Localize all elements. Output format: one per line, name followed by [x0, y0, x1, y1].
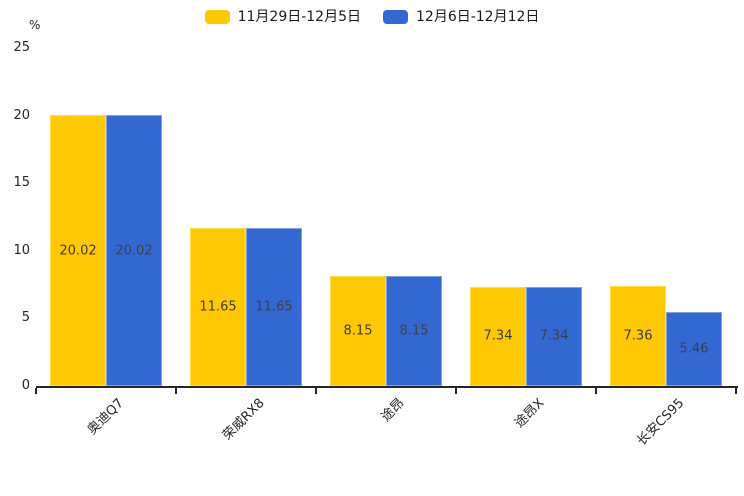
x-category-label-长安CS95: 长安CS95: [634, 395, 688, 449]
x-axis-tick: [175, 388, 177, 394]
bar-value-label: 8.15: [399, 323, 429, 339]
legend-swatch-yellow: [204, 10, 230, 24]
y-tick-label-25: 25: [13, 40, 30, 55]
bar-奥迪Q7-series1[interactable]: 20.02: [50, 115, 106, 386]
legend-item-week1[interactable]: 11月29日-12月5日: [204, 8, 361, 26]
bar-长安CS95-series2[interactable]: 5.46: [666, 312, 722, 386]
legend-label-week1: 11月29日-12月5日: [237, 9, 361, 25]
x-category-label-荣威RX8: 荣威RX8: [219, 395, 268, 444]
bar-途昂-series2[interactable]: 8.15: [386, 275, 442, 386]
x-category-label-奥迪Q7: 奥迪Q7: [85, 395, 128, 438]
y-tick-label-20: 20: [13, 107, 30, 123]
x-axis-tick: [455, 388, 457, 394]
legend-swatch-blue: [383, 10, 408, 24]
bar-value-label: 7.34: [483, 328, 513, 344]
x-category-label-途昂: 途昂: [378, 395, 408, 425]
x-axis-tick: [35, 388, 37, 394]
bar-荣威RX8-series2[interactable]: 11.65: [246, 228, 302, 386]
bar-value-label: 20.02: [115, 243, 153, 259]
bar-途昂X-series1[interactable]: 7.34: [470, 286, 526, 386]
bar-value-label: 11.65: [255, 299, 293, 315]
bar-长安CS95-series1[interactable]: 7.36: [610, 286, 666, 386]
bar-value-label: 11.65: [199, 299, 237, 315]
bar-value-label: 7.34: [539, 328, 569, 344]
bar-奥迪Q7-series2[interactable]: 20.02: [106, 115, 162, 386]
bar-value-label: 8.15: [343, 323, 373, 339]
x-axis-line: [36, 386, 738, 388]
y-tick-label-0: 0: [21, 378, 30, 393]
y-tick-label-15: 15: [13, 175, 30, 191]
legend-label-week2: 12月6日-12月12日: [416, 9, 540, 25]
y-tick-label-10: 10: [13, 242, 30, 258]
x-axis-tick: [315, 388, 317, 394]
y-tick-label-5: 5: [21, 310, 30, 326]
legend: 11月29日-12月5日 12月6日-12月12日: [0, 8, 744, 26]
x-category-label-途昂X: 途昂X: [512, 395, 548, 432]
bar-荣威RX8-series1[interactable]: 11.65: [190, 228, 246, 386]
bar-途昂X-series2[interactable]: 7.34: [526, 286, 582, 386]
y-axis-unit-label: %: [29, 18, 41, 32]
bar-value-label: 20.02: [59, 243, 97, 259]
legend-item-week2[interactable]: 12月6日-12月12日: [383, 8, 539, 26]
x-axis-tick: [595, 388, 597, 394]
x-axis-tick: [735, 388, 737, 394]
bar-value-label: 7.36: [623, 328, 653, 344]
bar-途昂-series1[interactable]: 8.15: [330, 275, 386, 386]
bar-value-label: 5.46: [679, 341, 709, 357]
